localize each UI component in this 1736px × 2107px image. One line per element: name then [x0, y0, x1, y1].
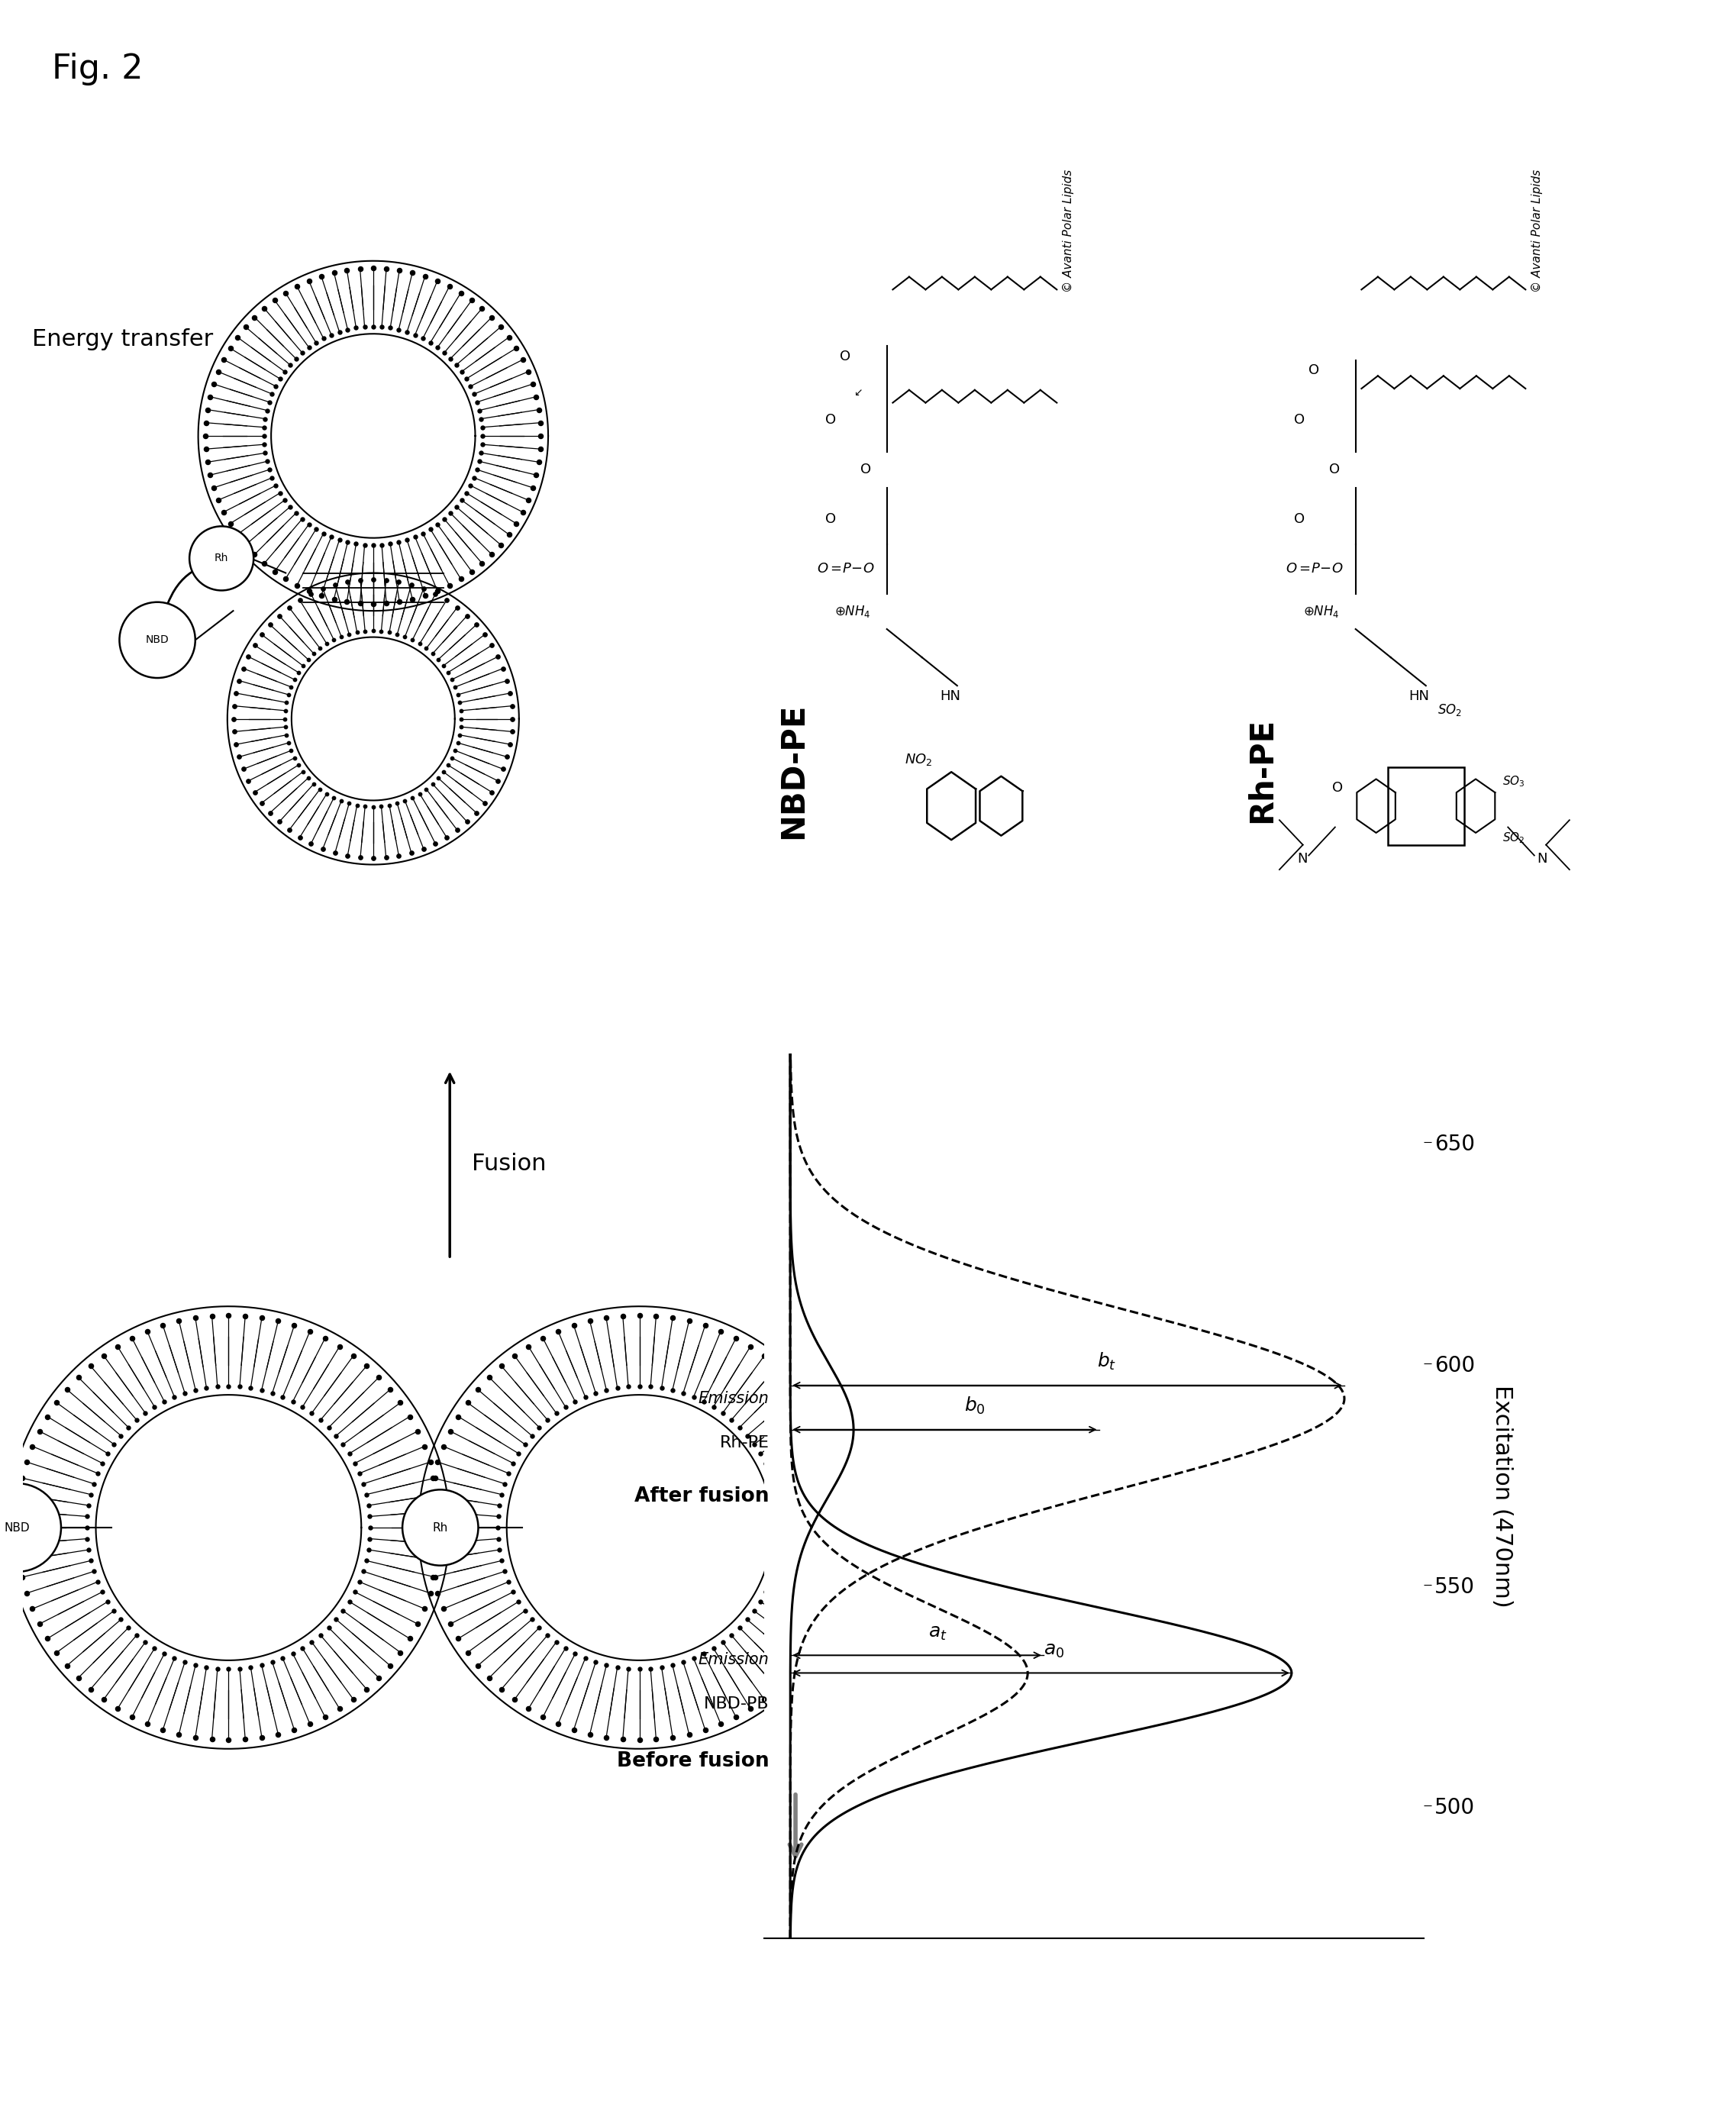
- Text: O: O: [1309, 365, 1319, 377]
- Text: O: O: [1293, 413, 1305, 428]
- Text: NBD: NBD: [3, 1521, 30, 1534]
- Text: O: O: [1332, 782, 1344, 794]
- Circle shape: [0, 1483, 61, 1572]
- Circle shape: [189, 527, 253, 590]
- Text: $b_0$: $b_0$: [963, 1395, 986, 1416]
- Text: After fusion: After fusion: [634, 1485, 769, 1507]
- Text: HN: HN: [939, 689, 960, 704]
- Text: Before fusion: Before fusion: [616, 1751, 769, 1772]
- Text: $O=\!P\!-\!O$: $O=\!P\!-\!O$: [1285, 563, 1344, 575]
- Text: N: N: [1538, 851, 1547, 866]
- Text: $a_t$: $a_t$: [929, 1624, 948, 1641]
- Text: Rh: Rh: [215, 552, 229, 565]
- Text: NBD-PB: NBD-PB: [703, 1696, 769, 1711]
- Circle shape: [403, 1490, 477, 1566]
- Text: $O=\!P\!-\!O$: $O=\!P\!-\!O$: [816, 563, 875, 575]
- Text: Rh: Rh: [432, 1521, 448, 1534]
- Text: O: O: [840, 350, 851, 362]
- Text: $SO_3$: $SO_3$: [1502, 773, 1524, 788]
- Text: Emission: Emission: [698, 1652, 769, 1667]
- Text: $SO_2$: $SO_2$: [1437, 702, 1462, 718]
- Text: Fusion: Fusion: [472, 1153, 547, 1176]
- Text: NBD: NBD: [146, 634, 168, 645]
- Text: Rh-PE: Rh-PE: [719, 1435, 769, 1450]
- Text: Emission: Emission: [698, 1391, 769, 1405]
- Text: O: O: [825, 512, 837, 527]
- Text: O: O: [1330, 464, 1340, 476]
- Y-axis label: Excitation (470nm): Excitation (470nm): [1491, 1384, 1514, 1608]
- Text: $a_0$: $a_0$: [1043, 1641, 1064, 1660]
- Text: $SO_2$: $SO_2$: [1502, 830, 1524, 845]
- Text: © Avanti Polar Lipids: © Avanti Polar Lipids: [1062, 169, 1075, 293]
- Text: $NO_2$: $NO_2$: [904, 752, 932, 767]
- Text: O: O: [825, 413, 837, 428]
- Text: O: O: [861, 464, 871, 476]
- Text: N: N: [1297, 851, 1307, 866]
- Text: $\oplus NH_4$: $\oplus NH_4$: [1302, 603, 1338, 619]
- Text: Rh-PE: Rh-PE: [1246, 718, 1278, 824]
- Text: $\swarrow$: $\swarrow$: [852, 388, 863, 398]
- Text: $\oplus NH_4$: $\oplus NH_4$: [835, 603, 870, 619]
- Text: Fig. 2: Fig. 2: [52, 53, 144, 86]
- Circle shape: [120, 603, 194, 678]
- Text: $b_t$: $b_t$: [1097, 1351, 1116, 1372]
- Text: HN: HN: [1408, 689, 1429, 704]
- Text: O: O: [1293, 512, 1305, 527]
- Text: © Avanti Polar Lipids: © Avanti Polar Lipids: [1531, 169, 1543, 293]
- Text: Energy transfer: Energy transfer: [31, 329, 214, 350]
- Text: NBD-PE: NBD-PE: [778, 702, 809, 839]
